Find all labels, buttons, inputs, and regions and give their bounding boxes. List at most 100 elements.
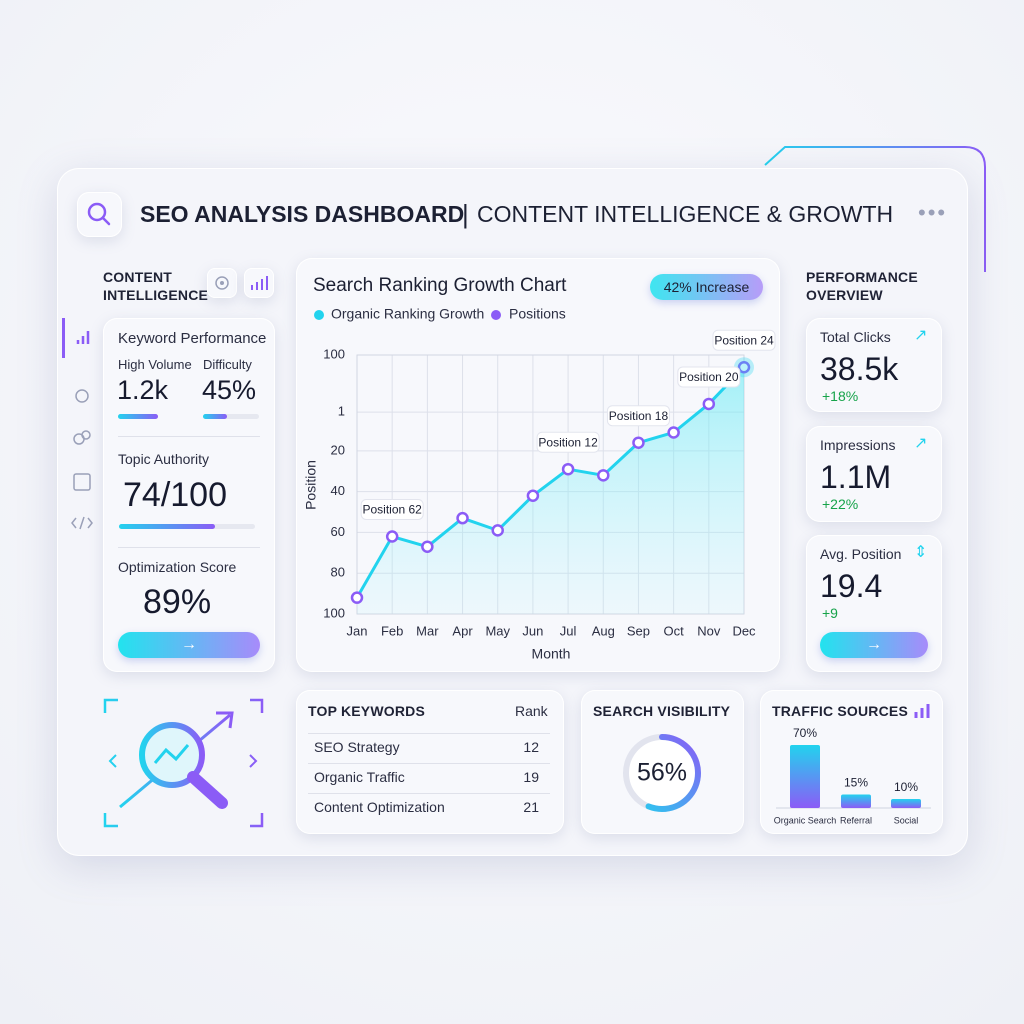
bar xyxy=(790,745,820,808)
category-label: Organic Search xyxy=(774,815,837,825)
metric-value: 89% xyxy=(143,583,212,621)
rank: 12 xyxy=(523,739,539,755)
annotation: Position 12 xyxy=(538,435,598,449)
metric-value: 38.5k xyxy=(820,351,899,387)
rank: 21 xyxy=(523,799,539,815)
illustration xyxy=(103,698,264,828)
section-title: CONTENT INTELLIGENCE xyxy=(103,269,209,303)
x-tick-label: Feb xyxy=(381,623,403,638)
donut-label: 56% xyxy=(637,759,687,787)
trend-icon: ↗ xyxy=(914,327,928,344)
area xyxy=(357,367,744,614)
annotation: Position 62 xyxy=(362,503,422,517)
x-axis-label: Month xyxy=(532,646,571,662)
divider xyxy=(118,436,260,437)
y-tick-label: 100 xyxy=(323,605,345,620)
badge-text: 42% Increase xyxy=(663,279,750,295)
trend-icon: ↗ xyxy=(914,435,928,452)
card-title: Keyword Performance xyxy=(118,330,267,347)
x-tick-label: May xyxy=(485,623,510,638)
data-point xyxy=(632,436,645,449)
search-icon[interactable] xyxy=(77,192,122,237)
x-tick-label: Jun xyxy=(522,623,543,638)
divider xyxy=(118,547,260,548)
divider xyxy=(308,733,550,734)
keyword: Organic Traffic xyxy=(314,769,405,785)
annotation: Position 20 xyxy=(679,370,739,384)
bar xyxy=(891,799,921,808)
header-subtitle: CONTENT INTELLIGENCE & GROWTH xyxy=(477,201,894,227)
annotation-box xyxy=(360,499,424,521)
value-label: 10% xyxy=(894,780,918,794)
progress-bar xyxy=(119,524,255,529)
separator: | xyxy=(462,199,469,229)
category-label: Social xyxy=(894,815,919,825)
content-card: Keyword Performance High Volume Difficul… xyxy=(103,318,275,672)
data-point xyxy=(667,426,680,439)
divider xyxy=(308,763,550,764)
bar xyxy=(841,794,871,808)
annotation: Position 24 xyxy=(714,333,774,347)
card-title: SEARCH VISIBILITY xyxy=(593,703,731,719)
annotation-box xyxy=(606,405,670,427)
metric-change: +18% xyxy=(822,388,859,404)
legend-label: Positions xyxy=(509,306,566,322)
more-menu[interactable]: ••• xyxy=(918,200,948,225)
metric-label: Impressions xyxy=(820,437,896,453)
data-point xyxy=(491,524,504,537)
metric-label: Difficulty xyxy=(203,357,252,372)
y-tick-label: 40 xyxy=(331,483,345,498)
annotation-box xyxy=(677,366,741,388)
metric-label: Total Clicks xyxy=(820,329,891,345)
data-point xyxy=(421,540,434,553)
x-tick-label: Apr xyxy=(452,623,473,638)
metric-value: 1.1M xyxy=(820,459,892,495)
column-header: Rank xyxy=(515,703,548,719)
metric-value: 19.4 xyxy=(820,568,883,604)
annotation-box xyxy=(536,431,600,453)
x-tick-label: Dec xyxy=(732,623,756,638)
value-label: 15% xyxy=(844,776,868,790)
metric-label: Avg. Position xyxy=(820,546,902,562)
header-title: SEO ANALYSIS DASHBOARD xyxy=(140,201,465,227)
metric-change: +22% xyxy=(822,496,859,512)
metric-card: Avg. Position 19.4 +9 ⇕ → xyxy=(806,535,942,672)
card-title: Optimization Score xyxy=(118,559,237,575)
y-tick-label: 100 xyxy=(323,346,345,361)
category-label: Referral xyxy=(840,815,872,825)
y-tick-label: 60 xyxy=(331,524,345,539)
y-tick-label: 20 xyxy=(331,442,345,457)
data-point xyxy=(561,462,575,476)
rank: 19 xyxy=(523,769,539,785)
card-title: TRAFFIC SOURCES xyxy=(772,703,908,719)
keyword: SEO Strategy xyxy=(314,739,400,755)
section-title: PERFORMANCE OVERVIEW xyxy=(806,269,918,303)
annotation-box xyxy=(712,329,776,351)
y-tick-label: 1 xyxy=(338,404,345,419)
metric-label: High Volume xyxy=(118,357,192,372)
y-axis-label: Position xyxy=(303,460,319,510)
x-tick-label: Jan xyxy=(347,623,368,638)
action-button[interactable]: → xyxy=(118,632,260,658)
x-tick-label: Jul xyxy=(560,623,577,638)
metric-change: +9 xyxy=(822,605,838,621)
card-title: Topic Authority xyxy=(118,451,210,467)
settings-button[interactable] xyxy=(207,268,237,298)
x-tick-label: Sep xyxy=(627,623,650,638)
data-point xyxy=(737,360,751,374)
data-point xyxy=(526,489,540,502)
divider xyxy=(308,793,550,794)
data-point xyxy=(456,511,469,525)
card-title: TOP KEYWORDS xyxy=(308,703,426,719)
legend-swatch xyxy=(314,310,324,320)
data-point xyxy=(385,530,399,543)
data-point xyxy=(350,591,364,604)
keywords-card: TOP KEYWORDS Rank SEO Strategy 12 Organic … xyxy=(296,690,564,834)
chart-button[interactable] xyxy=(244,268,274,298)
action-button[interactable]: → xyxy=(820,632,928,658)
progress-bar xyxy=(203,414,259,419)
legend-label: Organic Ranking Growth xyxy=(331,306,484,322)
metric-card: Total Clicks 38.5k +18% ↗ xyxy=(806,318,942,412)
